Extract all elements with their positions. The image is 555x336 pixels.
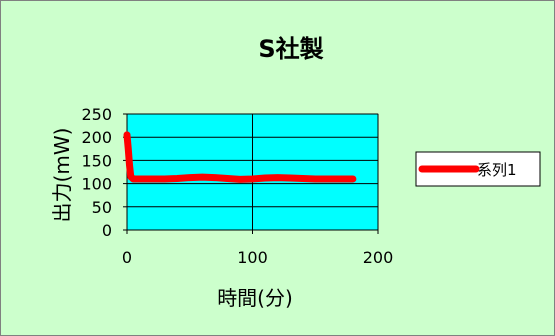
- y-tick-label-5: 250: [81, 105, 112, 124]
- y-tick-label-4: 200: [81, 128, 112, 147]
- legend-entry-label: 系列1: [477, 161, 517, 179]
- chart-title: S社製: [258, 35, 323, 63]
- y-tick-label-3: 150: [81, 151, 112, 170]
- y-tick-label-2: 100: [81, 175, 112, 194]
- x-tick-label-2: 200: [363, 248, 394, 267]
- x-axis-title: 時間(分): [217, 286, 293, 310]
- y-tick-label-1: 50: [92, 198, 112, 217]
- series-line-0: [123, 131, 357, 183]
- x-tick-label-1: 100: [237, 248, 268, 267]
- x-tick-label-0: 0: [122, 248, 132, 267]
- y-tick-label-0: 0: [102, 221, 112, 240]
- plot-area: 0 50 100 150 200 250 0 100 200: [81, 105, 393, 267]
- y-axis-title: 出力(mW): [50, 128, 74, 223]
- legend: 系列1: [415, 151, 541, 187]
